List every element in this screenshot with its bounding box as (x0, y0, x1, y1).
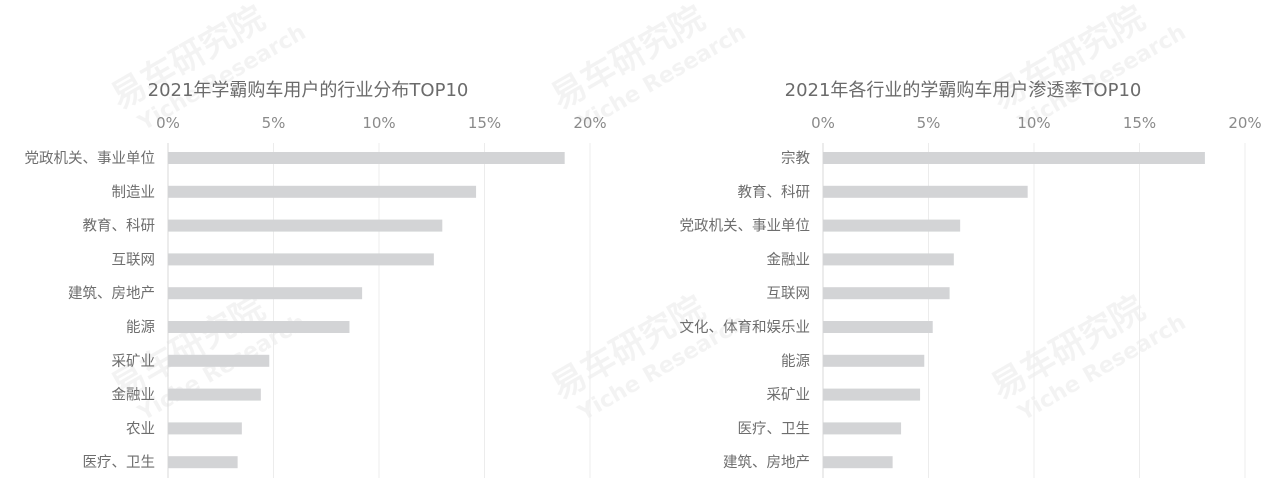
chart-2: 2021年各行业的学霸购车用户渗透率TOP10 0% 5% 10% 15% 20% 宗教教育… (680, 80, 1262, 478)
category-label: 党政机关、事业单位 (25, 150, 156, 167)
bar (823, 422, 902, 435)
bar (168, 287, 363, 300)
bar (168, 253, 434, 266)
category-label: 教育、科研 (738, 184, 811, 201)
watermark: 易车研究院Yiche Research (985, 0, 1191, 137)
watermark: 易车研究院Yiche Research (545, 288, 751, 427)
category-label: 能源 (126, 319, 155, 336)
chart-1: 2021年学霸购车用户的行业分布TOP10 0% 5% 10% 15% 20% 党政机关、事… (25, 80, 607, 478)
category-label: 医疗、卫生 (738, 420, 811, 437)
category-label: 文化、体育和娱乐业 (680, 319, 811, 336)
bar (168, 422, 242, 435)
bar (823, 152, 1205, 164)
bar (168, 185, 477, 198)
category-label: 农业 (126, 420, 155, 437)
bar (823, 287, 950, 300)
bar (823, 253, 954, 266)
bar (168, 152, 565, 164)
bar (168, 354, 270, 367)
category-label: 建筑、房地产 (68, 285, 155, 302)
category-label: 采矿业 (112, 353, 156, 370)
x-tick-label: 15% (1123, 114, 1156, 132)
category-label: 采矿业 (767, 387, 811, 404)
x-tick-label: 10% (362, 114, 395, 132)
watermark: 易车研究院Yiche Research (985, 288, 1191, 427)
bar (168, 219, 443, 232)
x-tick-label: 0% (156, 114, 180, 132)
x-tick-label: 20% (573, 114, 606, 132)
bar (823, 185, 1028, 198)
x-tick-label: 15% (468, 114, 501, 132)
bar (823, 354, 925, 367)
x-tick-label: 5% (262, 114, 286, 132)
category-label: 金融业 (112, 387, 156, 404)
bar (823, 321, 933, 333)
chart-title: 2021年学霸购车用户的行业分布TOP10 (148, 80, 469, 101)
chart-title: 2021年各行业的学霸购车用户渗透率TOP10 (785, 80, 1142, 101)
bar (168, 321, 350, 333)
bar (823, 456, 893, 469)
bar (823, 388, 921, 401)
category-label: 建筑、房地产 (723, 454, 810, 471)
category-label: 金融业 (767, 251, 811, 268)
x-tick-label: 20% (1228, 114, 1261, 132)
category-label: 党政机关、事业单位 (680, 218, 811, 235)
bar (168, 456, 238, 469)
x-tick-label: 10% (1017, 114, 1050, 132)
category-label: 宗教 (781, 150, 810, 167)
bar (168, 388, 261, 401)
category-label: 教育、科研 (83, 218, 156, 235)
category-label: 互联网 (767, 285, 811, 302)
category-label: 医疗、卫生 (83, 454, 156, 471)
bar (823, 219, 961, 232)
x-tick-label: 5% (917, 114, 941, 132)
category-label: 制造业 (112, 184, 156, 201)
category-label: 能源 (781, 353, 810, 370)
category-label: 互联网 (112, 251, 156, 268)
x-tick-label: 0% (811, 114, 835, 132)
